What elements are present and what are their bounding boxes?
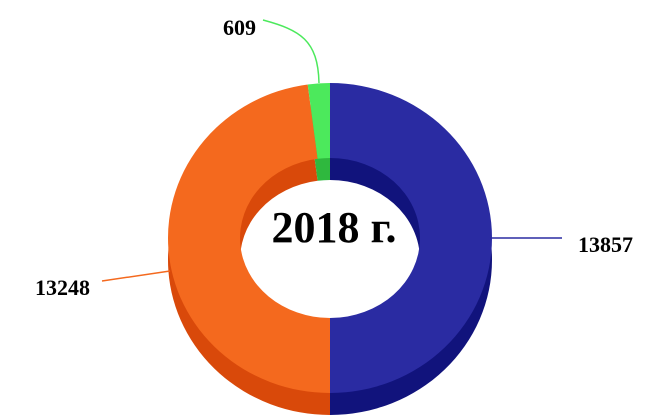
data-label: 609 (223, 15, 256, 40)
leader-line (101, 270, 171, 282)
slices (167, 83, 492, 416)
chart-title: 2018 г. (271, 203, 396, 252)
data-label: 13248 (35, 275, 90, 300)
data-label: 13857 (578, 232, 633, 257)
slice (168, 84, 330, 394)
leader-line (262, 19, 320, 84)
slice (330, 83, 492, 393)
slice (307, 83, 330, 159)
